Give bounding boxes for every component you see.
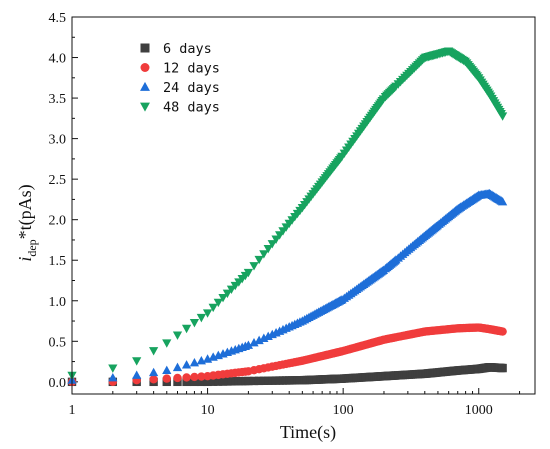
data-point <box>181 360 192 369</box>
data-point <box>218 377 228 386</box>
data-point <box>254 376 264 386</box>
y-tick-label: 0.5 <box>49 335 67 350</box>
y-axis-title-main: i <box>15 257 35 262</box>
data-point <box>243 268 254 278</box>
data-point <box>497 112 508 121</box>
legend-label: 6 days <box>163 41 212 57</box>
data-point <box>254 255 264 265</box>
data-point <box>203 377 212 387</box>
data-point <box>149 367 159 377</box>
data-point <box>498 363 507 373</box>
data-point <box>254 335 264 345</box>
data-point <box>162 374 171 383</box>
data-point <box>259 376 269 385</box>
data-point <box>189 319 200 328</box>
data-point <box>132 357 142 366</box>
legend-label: 48 days <box>163 100 220 116</box>
legend-marker <box>140 63 150 72</box>
y-tick-label: 3.0 <box>49 133 67 148</box>
legend: 6 days 12 days 24 days 48 days <box>127 37 230 116</box>
data-point <box>249 376 259 386</box>
data-point <box>181 324 192 334</box>
x-tick-label: 1000 <box>465 403 493 418</box>
legend-marker <box>140 81 150 91</box>
y-tick-label: 1.5 <box>49 254 67 269</box>
x-tick-label: 1 <box>69 403 76 418</box>
series-2 <box>67 323 507 387</box>
y-tick-label: 4.0 <box>49 52 67 67</box>
data-point <box>202 309 213 318</box>
data-point <box>243 340 254 349</box>
data-point <box>172 362 183 372</box>
data-point <box>182 377 191 387</box>
series-4 <box>67 47 508 381</box>
data-point <box>498 327 507 336</box>
data-point <box>149 347 159 356</box>
data-point <box>190 372 199 382</box>
y-axis-title: idep*t(pAs) <box>15 184 39 261</box>
legend-label: 24 days <box>163 80 220 96</box>
y-tick-label: 2.0 <box>49 214 67 229</box>
data-point <box>214 377 223 386</box>
series-3 <box>67 188 508 384</box>
y-tick-label: 4.5 <box>49 11 67 26</box>
data-point <box>196 313 206 323</box>
x-axis-title: Time(s) <box>280 422 336 443</box>
y-tick-label: 2.5 <box>49 173 67 188</box>
plot-frame <box>71 16 536 395</box>
data-point <box>190 377 199 387</box>
data-point <box>172 331 183 340</box>
y-tick-label: 1.0 <box>49 295 67 310</box>
y-tick-label: 3.5 <box>49 92 67 107</box>
data-point <box>497 197 508 206</box>
data-point <box>259 250 269 259</box>
data-point <box>189 357 200 367</box>
data-point <box>108 364 118 373</box>
data-point <box>149 375 158 384</box>
legend-marker <box>140 43 150 53</box>
data-point <box>267 240 277 249</box>
data-point <box>218 294 228 303</box>
data-point <box>222 289 233 299</box>
data-point <box>173 373 182 383</box>
data-point <box>197 377 206 387</box>
data-point <box>249 337 259 347</box>
data-point <box>249 262 259 271</box>
data-point <box>208 303 218 313</box>
y-tick-label: 0.0 <box>49 376 67 391</box>
x-tick-label: 10 <box>201 403 215 418</box>
data-point <box>197 372 206 381</box>
data-point <box>162 339 172 348</box>
data-point <box>263 244 273 254</box>
data-point <box>271 235 281 244</box>
data-point <box>162 365 172 375</box>
series-1 <box>67 363 507 387</box>
data-point <box>244 376 253 386</box>
data-point <box>226 285 237 295</box>
data-point <box>132 370 142 379</box>
data-point <box>208 377 218 386</box>
x-tick-label: 100 <box>333 403 354 418</box>
legend-marker <box>140 102 150 112</box>
y-axis-title-subscript: dep <box>25 239 39 256</box>
data-point <box>108 372 118 382</box>
data-point <box>213 298 223 308</box>
legend-label: 12 days <box>163 61 220 77</box>
data-point <box>182 373 191 382</box>
y-axis-title-unit: *t(pAs) <box>15 184 36 239</box>
